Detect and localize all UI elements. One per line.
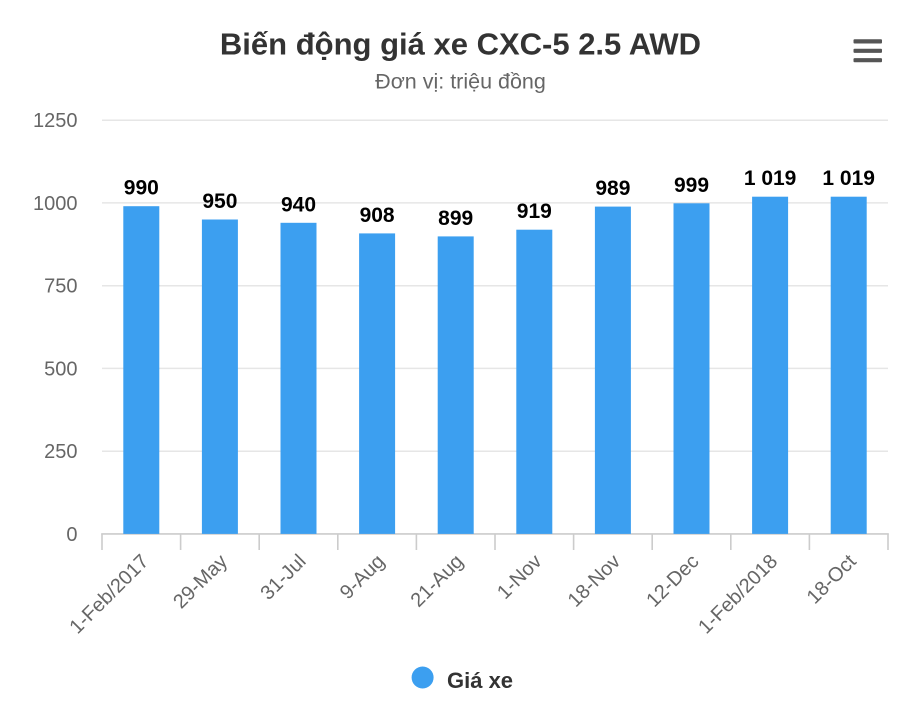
svg-text:Giá xe: Giá xe xyxy=(447,668,513,693)
svg-text:990: 990 xyxy=(124,177,159,200)
svg-text:908: 908 xyxy=(360,204,395,227)
svg-text:250: 250 xyxy=(44,441,77,463)
svg-text:500: 500 xyxy=(44,358,77,380)
svg-text:1 019: 1 019 xyxy=(744,167,797,190)
svg-text:940: 940 xyxy=(281,193,316,216)
svg-text:1000: 1000 xyxy=(33,193,78,215)
svg-text:950: 950 xyxy=(202,190,237,213)
svg-text:989: 989 xyxy=(595,177,630,200)
svg-text:899: 899 xyxy=(438,207,473,230)
svg-text:999: 999 xyxy=(674,174,709,197)
svg-text:Biến động giá xe CXC-5 2.5 AWD: Biến động giá xe CXC-5 2.5 AWD xyxy=(220,26,701,61)
svg-text:919: 919 xyxy=(517,200,552,223)
svg-text:750: 750 xyxy=(44,276,77,298)
svg-text:1 019: 1 019 xyxy=(822,167,875,190)
svg-text:Đơn vị: triệu đồng: Đơn vị: triệu đồng xyxy=(375,70,546,94)
svg-text:1250: 1250 xyxy=(33,110,78,132)
svg-text:0: 0 xyxy=(66,524,77,546)
